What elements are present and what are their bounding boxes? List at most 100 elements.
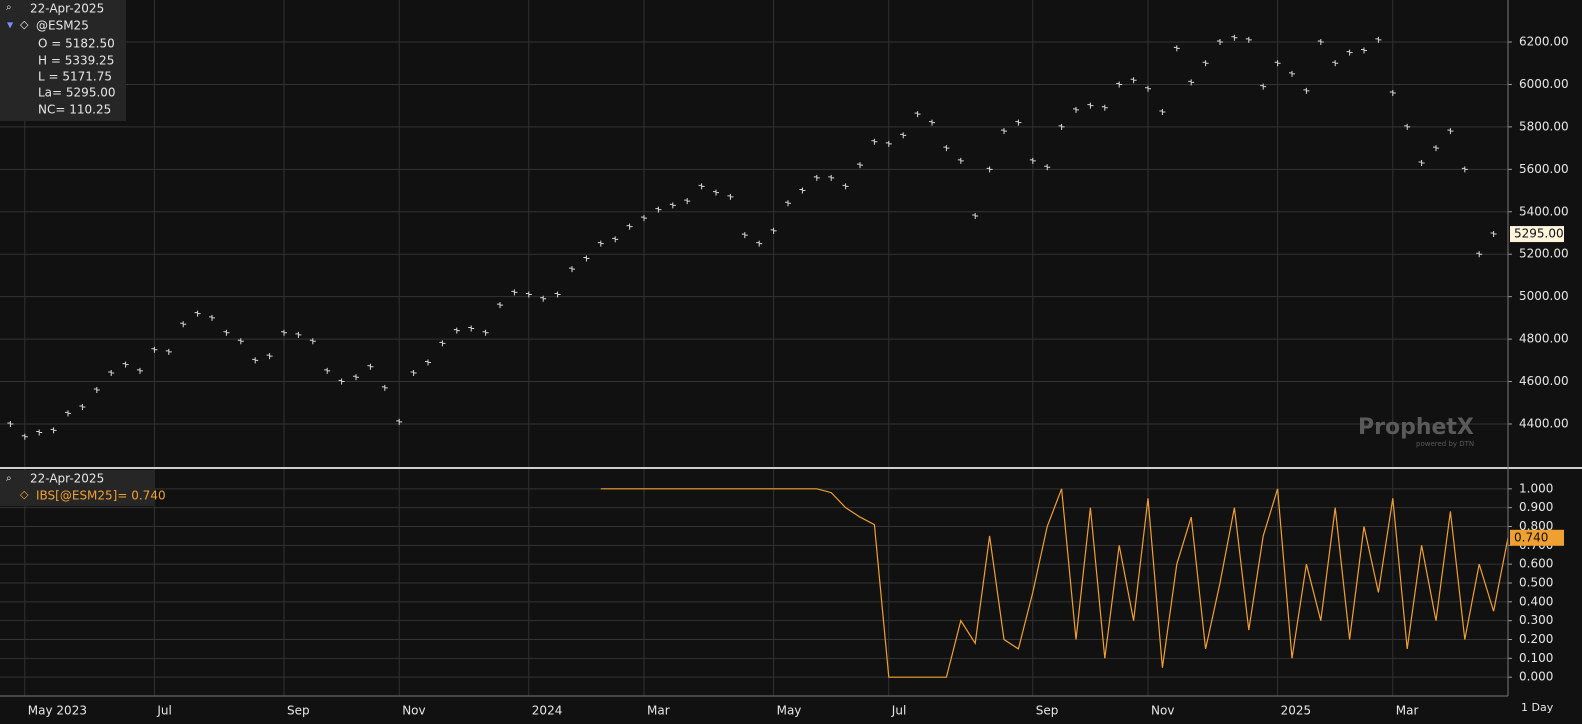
y-tick-label: 4800.00 [1519, 332, 1569, 346]
price-bar [338, 378, 345, 385]
price-bar [1029, 157, 1036, 164]
collapse-icon[interactable]: ▼ [7, 21, 14, 30]
y-tick-label: 0.200 [1519, 632, 1553, 646]
info-line: O = 5182.50 [38, 37, 115, 51]
info-box [0, 0, 126, 121]
price-bar [439, 340, 446, 347]
price-bar [1145, 85, 1151, 92]
price-bar [1433, 145, 1439, 152]
price-bar [79, 404, 86, 411]
price-bar [828, 174, 835, 181]
price-bar [281, 329, 287, 336]
price-bar [1418, 159, 1425, 166]
price-bar [1001, 128, 1007, 135]
x-tick-label: Nov [1151, 704, 1174, 718]
watermark: ProphetX [1358, 415, 1474, 440]
price-bar [756, 240, 763, 247]
y-tick-label: 0.500 [1519, 576, 1553, 590]
y-tick-label: 4600.00 [1519, 374, 1569, 388]
price-bar [914, 111, 921, 118]
price-bar [540, 295, 547, 302]
value-badge [1510, 529, 1564, 546]
price-bar [1015, 119, 1022, 126]
price-bar [525, 291, 532, 298]
price-bar [7, 420, 14, 427]
price-bar [1289, 70, 1295, 77]
price-bar [641, 215, 647, 222]
price-bar [223, 329, 230, 336]
price-bar [511, 289, 518, 296]
price-bar [1101, 104, 1108, 111]
search-icon[interactable]: ⌕ [6, 2, 12, 13]
price-bar [612, 236, 619, 243]
ibs-info-box [0, 470, 155, 506]
x-tick-label: Nov [402, 704, 425, 718]
price-bar [1159, 109, 1166, 116]
y-tick-label: 5000.00 [1519, 289, 1569, 303]
y-tick-label: 5600.00 [1519, 162, 1569, 176]
x-tick-label: Sep [1036, 704, 1059, 718]
price-bar [986, 166, 993, 173]
price-bar [381, 384, 388, 391]
ibs-legend: IBS[@ESM25]= 0.740 [36, 489, 166, 503]
price-bar [410, 370, 417, 377]
price-bar [554, 291, 561, 298]
price-bar [324, 367, 331, 374]
price-bar [1217, 39, 1223, 46]
price-bar [1245, 36, 1252, 43]
value-badge [1510, 226, 1564, 243]
price-bar [1173, 45, 1180, 52]
price-bar [1389, 89, 1396, 96]
y-tick-label: 0.900 [1519, 500, 1553, 514]
ibs-icon: ◇ [20, 488, 29, 501]
price-bar [180, 321, 187, 328]
price-bar [1073, 106, 1079, 113]
price-bar [137, 367, 143, 374]
interval[interactable]: 1 Day [1521, 701, 1554, 714]
ibs-date: 22-Apr-2025 [30, 472, 104, 486]
price-bar [453, 327, 460, 334]
price-bar [165, 348, 172, 355]
ibs-line [600, 488, 1509, 678]
price-bar [1116, 81, 1123, 88]
y-tick-label: 0.800 [1519, 519, 1553, 533]
y-tick-label: 0.400 [1519, 594, 1553, 608]
price-bar [1361, 47, 1367, 54]
info-date: 22-Apr-2025 [30, 2, 104, 16]
watermark-sub: powered by DTN [1416, 440, 1474, 448]
price-bar [468, 325, 475, 332]
price-bar [799, 187, 806, 194]
price-bar [1332, 60, 1339, 67]
price-bar [1188, 79, 1195, 86]
price-bar [1044, 164, 1051, 171]
info-line: H = 5339.25 [38, 54, 114, 68]
info-symbol: @ESM25 [36, 19, 89, 33]
y-tick-label: 4400.00 [1519, 416, 1569, 430]
price-bar [871, 138, 878, 145]
y-tick-label: 1.000 [1519, 481, 1553, 495]
price-bar [857, 162, 863, 169]
price-bar [1087, 102, 1094, 109]
price-bar [209, 314, 215, 321]
price-bar [1130, 77, 1137, 84]
price-bar [309, 338, 316, 345]
price-bar [713, 189, 719, 196]
price-bar [929, 119, 935, 126]
search-icon[interactable]: ⌕ [6, 473, 12, 484]
price-bar [367, 363, 374, 370]
price-bar [194, 310, 201, 317]
x-tick-label: Jul [891, 704, 906, 718]
x-tick-label: May [777, 704, 802, 718]
x-tick-label: 2024 [532, 704, 563, 718]
price-bar [813, 174, 820, 181]
price-bar [842, 183, 849, 190]
y-tick-label: 0.600 [1519, 557, 1553, 571]
price-bar [1231, 34, 1238, 41]
price-bar [1303, 87, 1310, 94]
x-tick-label: Mar [647, 704, 670, 718]
price-bar [957, 157, 964, 164]
price-bar [497, 302, 503, 309]
price-bar [569, 266, 575, 273]
